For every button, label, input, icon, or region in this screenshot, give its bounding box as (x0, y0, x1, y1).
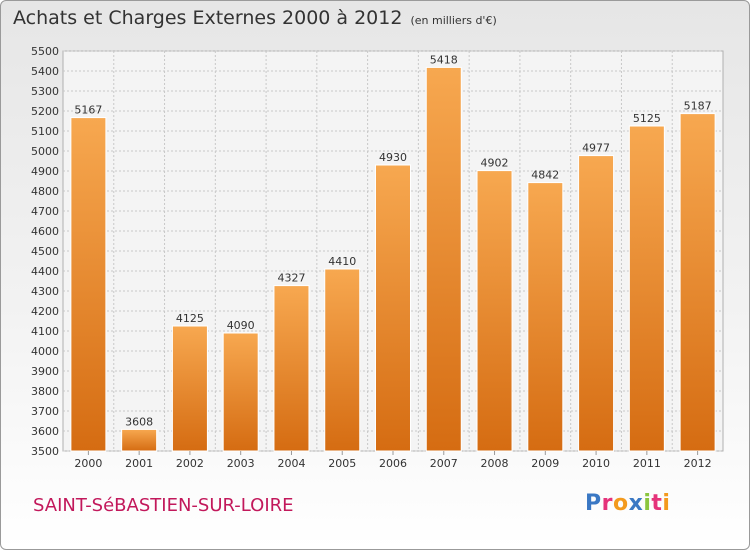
bar (425, 66, 462, 452)
x-tick-label: 2009 (531, 457, 559, 470)
bar (70, 117, 107, 452)
bar-value-label: 4410 (328, 255, 356, 268)
y-tick-label: 3700 (31, 405, 59, 418)
x-tick-label: 2010 (582, 457, 610, 470)
y-tick-label: 4000 (31, 345, 59, 358)
bar (527, 182, 564, 452)
logo-letter: r (601, 491, 613, 516)
bar-value-label: 3608 (125, 415, 153, 428)
y-tick-label: 4800 (31, 185, 59, 198)
logo-letter: x (628, 491, 644, 516)
bar-value-label: 4090 (227, 319, 255, 332)
y-tick-label: 4200 (31, 305, 59, 318)
bar (578, 155, 615, 452)
bar (222, 332, 259, 452)
bar-value-label: 5167 (74, 104, 102, 117)
bar-value-label: 4930 (379, 151, 407, 164)
x-tick-label: 2007 (430, 457, 458, 470)
bar-value-label: 4902 (481, 157, 509, 170)
y-tick-label: 5400 (31, 65, 59, 78)
y-tick-label: 4600 (31, 225, 59, 238)
y-tick-label: 3600 (31, 425, 59, 438)
bar (273, 285, 310, 452)
bar-value-label: 4125 (176, 312, 204, 325)
x-tick-label: 2005 (328, 457, 356, 470)
city-name: SAINT-SéBASTIEN-SUR-LOIRE (33, 495, 294, 516)
bar-value-label: 4327 (277, 272, 305, 285)
y-tick-label: 4400 (31, 265, 59, 278)
y-tick-label: 4700 (31, 205, 59, 218)
y-tick-label: 3800 (31, 385, 59, 398)
x-tick-label: 2003 (227, 457, 255, 470)
x-tick-label: 2004 (277, 457, 305, 470)
x-tick-label: 2006 (379, 457, 407, 470)
y-tick-label: 5100 (31, 125, 59, 138)
bar (171, 325, 208, 452)
x-tick-label: 2012 (684, 457, 712, 470)
y-tick-label: 4900 (31, 165, 59, 178)
x-tick-label: 2011 (633, 457, 661, 470)
proxiti-logo: Proxiti (585, 491, 670, 516)
x-tick-label: 2002 (176, 457, 204, 470)
logo-letter: o (612, 491, 629, 516)
y-tick-label: 4100 (31, 325, 59, 338)
chart-subtitle: (en milliers d'€) (410, 14, 497, 27)
bar (324, 268, 361, 452)
logo-letter: P (585, 491, 602, 516)
x-tick-label: 2008 (481, 457, 509, 470)
bar-value-label: 4842 (531, 169, 559, 182)
bar (121, 428, 158, 452)
x-tick-label: 2000 (74, 457, 102, 470)
logo-letter: t (651, 491, 663, 516)
title-text: Achats et Charges Externes 2000 à 2012 (13, 7, 403, 29)
logo-letter: i (643, 491, 652, 516)
chart-title: Achats et Charges Externes 2000 à 2012 (e… (13, 7, 497, 29)
y-tick-label: 5000 (31, 145, 59, 158)
bar-value-label: 5125 (633, 112, 661, 125)
y-tick-label: 3500 (31, 445, 59, 458)
logo-letter: i (662, 491, 671, 516)
x-tick-label: 2001 (125, 457, 153, 470)
bar-value-label: 5418 (430, 53, 458, 66)
bar (628, 125, 665, 452)
y-tick-label: 4500 (31, 245, 59, 258)
bar (679, 113, 716, 452)
y-tick-label: 4300 (31, 285, 59, 298)
y-tick-label: 5200 (31, 105, 59, 118)
bar-value-label: 5187 (684, 100, 712, 113)
y-tick-label: 5300 (31, 85, 59, 98)
bar (476, 170, 513, 452)
y-tick-label: 5500 (31, 45, 59, 58)
bar (375, 164, 411, 452)
bar-value-label: 4977 (582, 142, 610, 155)
y-tick-label: 3900 (31, 365, 59, 378)
